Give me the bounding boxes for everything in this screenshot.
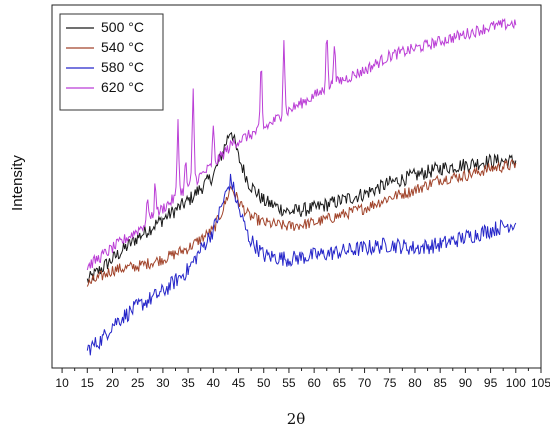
x-tick-label: 70 xyxy=(358,376,372,390)
x-tick-label: 85 xyxy=(433,376,447,390)
series-line xyxy=(86,173,517,356)
x-tick-label: 30 xyxy=(156,376,170,390)
x-axis-label: 2θ xyxy=(287,410,306,428)
legend-entry: 580 °C xyxy=(101,59,144,75)
x-tick-label: 35 xyxy=(181,376,195,390)
x-tick-label: 75 xyxy=(383,376,397,390)
x-tick-label: 25 xyxy=(131,376,145,390)
legend: 500 °C 540 °C 580 °C 620 °C xyxy=(59,13,164,111)
legend-entry: 540 °C xyxy=(101,39,144,55)
y-axis-label: Intensity xyxy=(9,155,26,211)
x-tick-label: 50 xyxy=(257,376,271,390)
x-tick-label: 90 xyxy=(459,376,473,390)
x-tick-label: 95 xyxy=(484,376,498,390)
x-tick-label: 100 xyxy=(506,376,526,390)
series-line xyxy=(86,131,517,283)
x-tick-label: 65 xyxy=(333,376,347,390)
x-tick-label: 105 xyxy=(531,376,550,390)
x-tick-label: 45 xyxy=(232,376,246,390)
legend-entry: 620 °C xyxy=(101,79,144,95)
x-axis-ticks: 10 15 20 25 30 35 40 45 50 55 60 65 70 75 80 85 90 95 100 1… xyxy=(55,368,550,390)
series-lines xyxy=(86,17,517,356)
series-line xyxy=(86,17,517,271)
x-tick-label: 15 xyxy=(81,376,95,390)
x-tick-label: 80 xyxy=(408,376,422,390)
series-line xyxy=(86,159,517,287)
legend-box xyxy=(59,13,164,111)
legend-entry: 500 °C xyxy=(101,19,144,35)
x-tick-label: 40 xyxy=(207,376,221,390)
x-tick-label: 55 xyxy=(282,376,296,390)
x-tick-label: 60 xyxy=(307,376,321,390)
x-tick-label: 20 xyxy=(106,376,120,390)
x-tick-label: 10 xyxy=(55,376,69,390)
